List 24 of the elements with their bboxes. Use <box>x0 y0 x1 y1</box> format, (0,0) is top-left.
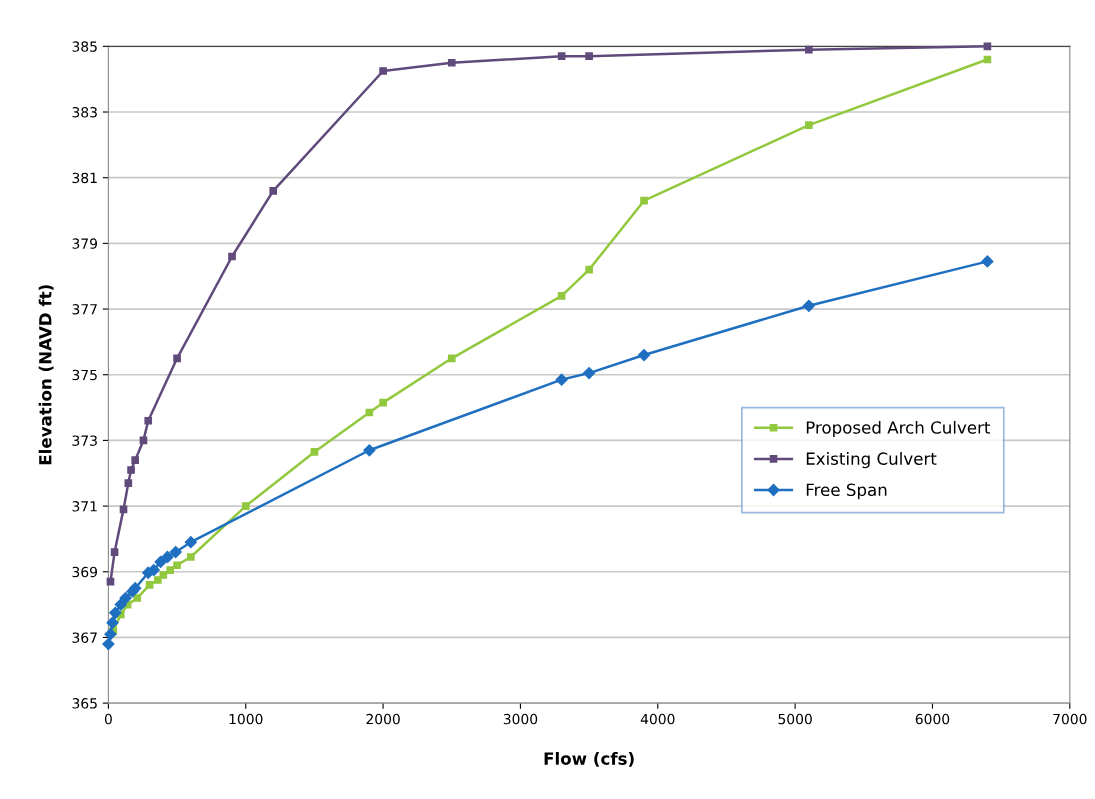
x-tick-label: 5000 <box>778 713 812 725</box>
y-tick-label: 379 <box>72 238 98 249</box>
y-tick-label: 369 <box>72 566 98 578</box>
y-tick-label: 367 <box>72 632 97 643</box>
x-axis-title: Flow (cfs) <box>544 751 634 767</box>
x-tick-label: 6000 <box>915 713 950 725</box>
y-axis-title: Elevation (NAVD ft) <box>38 285 54 465</box>
y-tick-label: 375 <box>72 369 97 381</box>
y-tick-label: 371 <box>72 501 97 512</box>
y-tick-label: 383 <box>72 106 97 118</box>
legend-label: Existing Culvert <box>806 452 937 469</box>
y-tick-label: 381 <box>72 172 97 184</box>
x-tick-label: 4000 <box>640 713 675 725</box>
x-tick-label: 0 <box>104 713 112 725</box>
x-tick-label: 3000 <box>503 713 538 725</box>
y-tick-label: 365 <box>72 698 97 709</box>
legend-label: Free Span <box>806 483 887 500</box>
y-tick-label: 373 <box>72 435 97 446</box>
legend-label: Proposed Arch Culvert <box>806 420 991 438</box>
x-tick-label: 7000 <box>1053 713 1087 725</box>
x-tick-label: 1000 <box>229 713 263 725</box>
y-tick-label: 385 <box>72 41 97 52</box>
y-tick-label: 377 <box>72 304 97 315</box>
x-tick-label: 2000 <box>366 713 400 725</box>
